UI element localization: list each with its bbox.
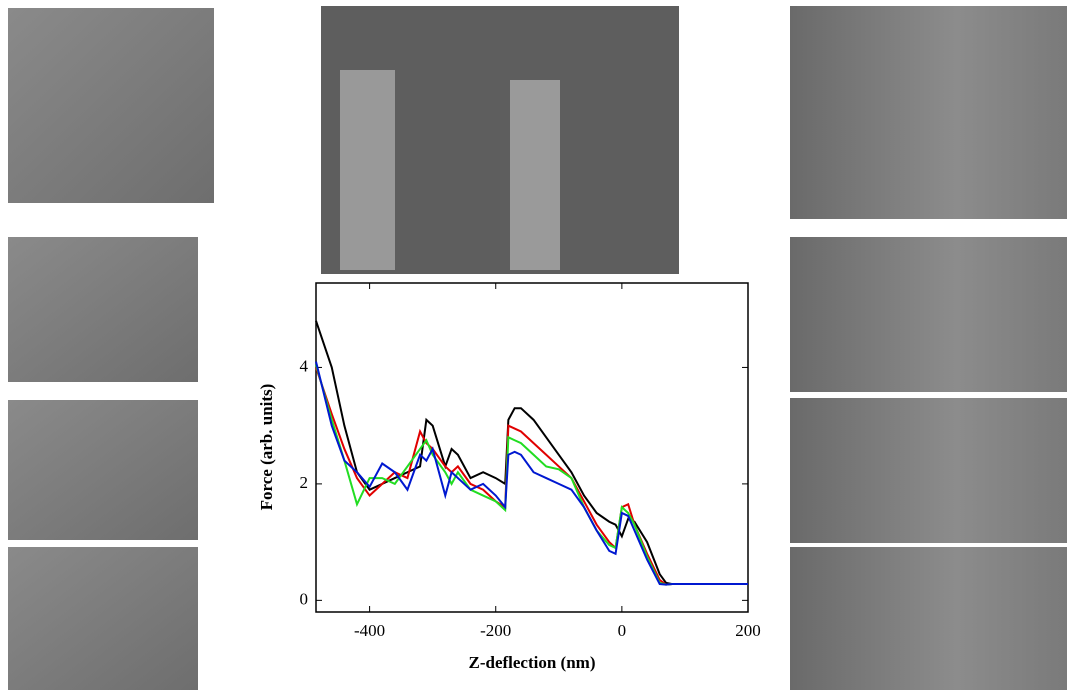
y-tick-label: 0 [300, 589, 309, 608]
x-tick-label: 0 [618, 621, 627, 640]
micrograph [790, 547, 1067, 690]
series-line [315, 320, 748, 586]
micrograph [790, 237, 1067, 392]
y-axis-label: Force (arb. units) [257, 384, 276, 511]
plot-frame [315, 282, 749, 613]
x-tick-label: -400 [354, 621, 385, 640]
micrograph [790, 6, 1067, 219]
micrograph [790, 398, 1067, 543]
series-line [315, 361, 748, 586]
micrographs [8, 6, 1067, 690]
x-axis-label: Z-deflection (nm) [468, 653, 595, 672]
x-tick-label: -200 [480, 621, 511, 640]
micrograph-feature [510, 80, 560, 270]
micrograph [8, 400, 198, 540]
series-line [315, 364, 748, 586]
micrograph [8, 8, 214, 203]
micrograph [8, 237, 198, 382]
y-tick-label: 2 [300, 473, 309, 492]
micrograph [8, 547, 198, 690]
micrograph-feature [340, 70, 395, 270]
series-line [315, 367, 748, 586]
x-tick-label: 200 [735, 621, 761, 640]
y-tick-label: 4 [300, 356, 309, 375]
